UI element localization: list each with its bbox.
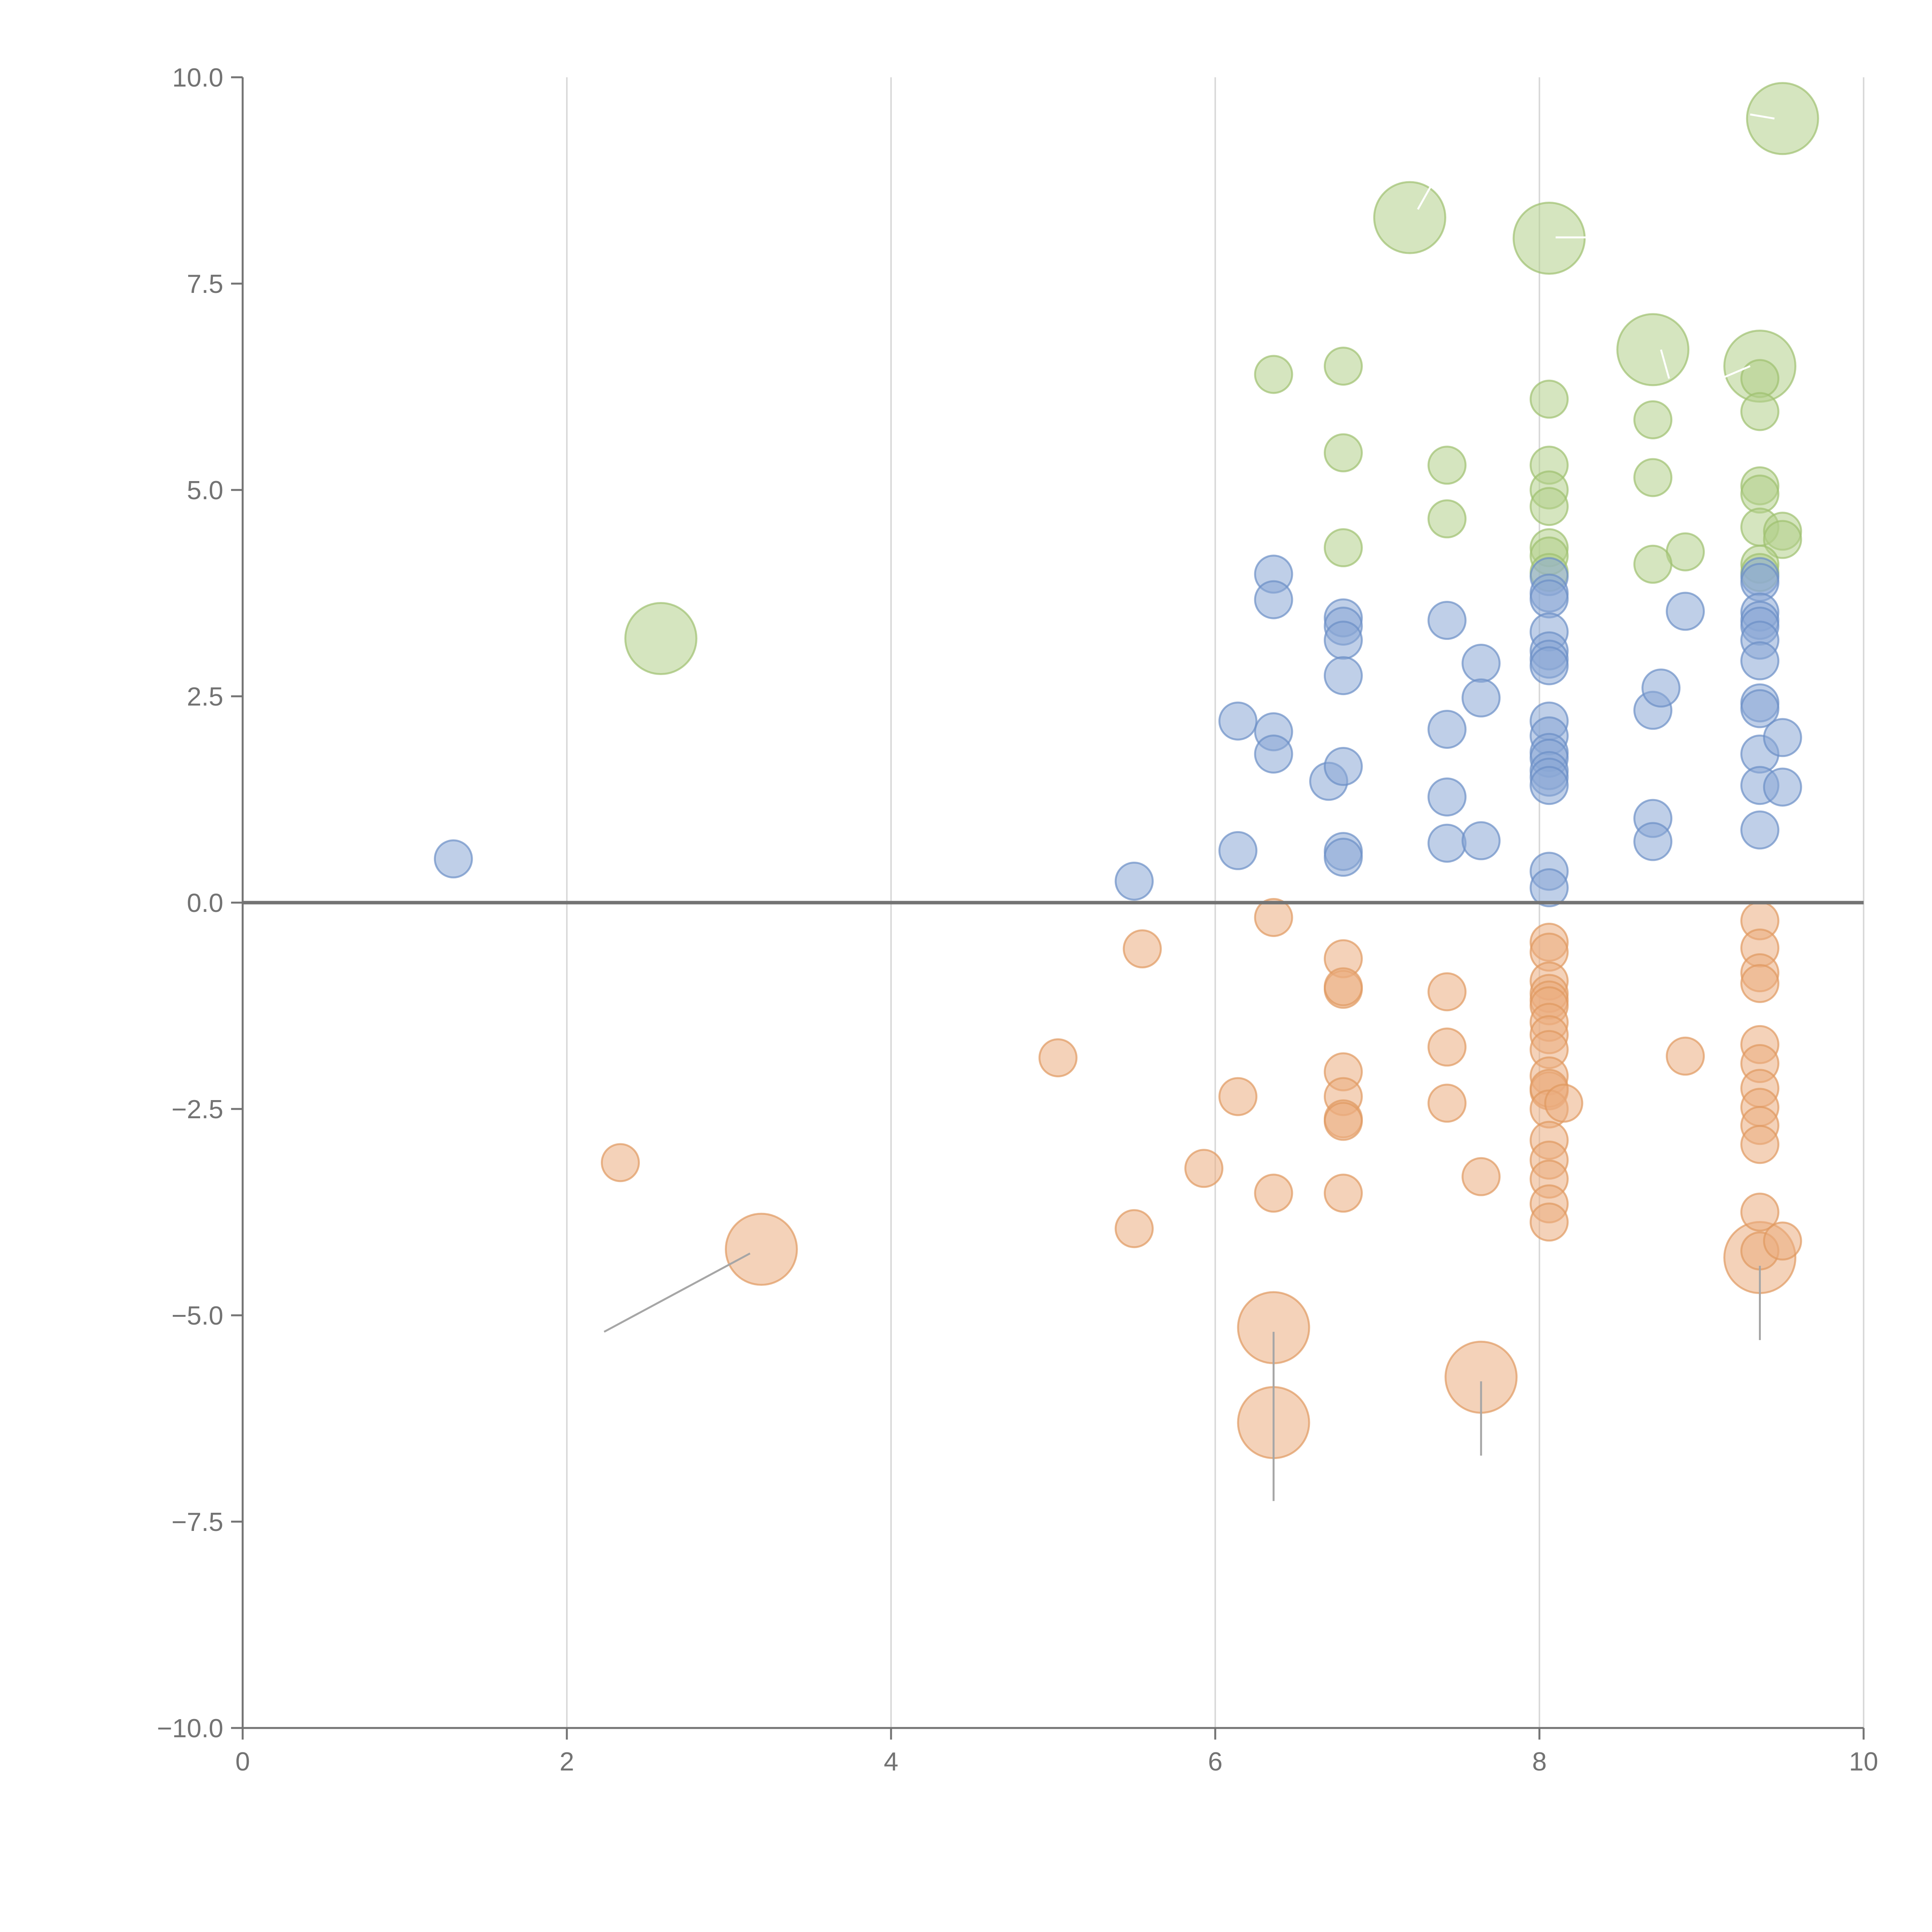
data-point[interactable] xyxy=(1218,831,1258,870)
y-tick-label: −5.0 xyxy=(172,1301,223,1330)
data-point[interactable] xyxy=(1254,898,1293,937)
data-point[interactable] xyxy=(1323,747,1363,786)
x-tick-label: 0 xyxy=(235,1747,250,1776)
y-tick-label: 2.5 xyxy=(187,682,223,711)
data-point[interactable] xyxy=(1461,644,1501,683)
data-point[interactable] xyxy=(1122,929,1162,969)
data-point[interactable] xyxy=(600,1143,640,1182)
data-point[interactable] xyxy=(1740,1192,1780,1232)
data-point[interactable] xyxy=(1763,718,1802,757)
x-tick-label: 6 xyxy=(1208,1747,1223,1776)
data-point[interactable] xyxy=(1218,1077,1258,1116)
data-point[interactable] xyxy=(1763,767,1802,807)
annotation-leader-line xyxy=(1720,365,1751,379)
data-point[interactable] xyxy=(1641,668,1681,708)
data-point[interactable] xyxy=(1254,580,1293,619)
data-points xyxy=(434,82,1819,1459)
data-point[interactable] xyxy=(1427,1083,1467,1123)
data-point[interactable] xyxy=(1740,392,1780,431)
data-point[interactable] xyxy=(624,602,697,675)
y-tick-label: −7.5 xyxy=(172,1507,223,1537)
data-point[interactable] xyxy=(1323,347,1363,386)
data-point[interactable] xyxy=(1427,823,1467,863)
data-point[interactable] xyxy=(1740,964,1780,1003)
y-tick-label: −2.5 xyxy=(172,1095,223,1124)
data-point[interactable] xyxy=(1427,446,1467,485)
data-point[interactable] xyxy=(1373,181,1446,254)
y-axis: 10.0 7.5 5.0 2.5 0.0 −2.5 −5.0 −7.5 −10.0 xyxy=(157,63,243,1743)
annotation-leaders xyxy=(604,113,1775,1501)
data-point[interactable] xyxy=(1323,1173,1363,1213)
data-point[interactable] xyxy=(1184,1149,1224,1188)
annotation-leader-line xyxy=(1417,180,1435,210)
data-point[interactable] xyxy=(1529,868,1569,908)
data-point[interactable] xyxy=(1763,1221,1802,1261)
data-point[interactable] xyxy=(1740,1125,1780,1164)
data-point[interactable] xyxy=(1746,82,1819,155)
x-tick-label: 8 xyxy=(1532,1747,1547,1776)
data-point[interactable] xyxy=(1323,1102,1363,1141)
x-tick-label: 2 xyxy=(560,1747,574,1776)
data-point[interactable] xyxy=(1218,701,1258,741)
data-point[interactable] xyxy=(1254,1173,1293,1213)
data-point[interactable] xyxy=(1323,433,1363,473)
data-point[interactable] xyxy=(1666,1036,1705,1076)
data-point[interactable] xyxy=(1323,967,1363,1007)
data-point[interactable] xyxy=(1529,487,1569,526)
data-point[interactable] xyxy=(1427,1027,1467,1067)
data-point[interactable] xyxy=(1114,1209,1154,1248)
data-point[interactable] xyxy=(1740,474,1780,514)
data-point[interactable] xyxy=(1529,379,1569,419)
data-point[interactable] xyxy=(1323,621,1363,660)
data-point[interactable] xyxy=(1461,821,1501,861)
series-positive-high xyxy=(624,82,1819,675)
y-tick-label: −10.0 xyxy=(157,1714,223,1743)
data-point[interactable] xyxy=(1740,689,1780,728)
data-point[interactable] xyxy=(1763,520,1802,559)
data-point[interactable] xyxy=(1427,777,1467,817)
data-point[interactable] xyxy=(1529,646,1569,685)
data-point[interactable] xyxy=(724,1213,798,1286)
data-point[interactable] xyxy=(1461,678,1501,718)
data-point[interactable] xyxy=(1633,822,1673,861)
data-point[interactable] xyxy=(1529,766,1569,805)
data-point[interactable] xyxy=(1427,499,1467,539)
data-point[interactable] xyxy=(1323,838,1363,877)
data-point[interactable] xyxy=(1114,861,1154,901)
data-point[interactable] xyxy=(1461,1157,1501,1196)
y-tick-label: 5.0 xyxy=(187,476,223,505)
data-point[interactable] xyxy=(1740,641,1780,680)
data-point[interactable] xyxy=(1633,400,1673,439)
data-point[interactable] xyxy=(1427,972,1467,1012)
data-point[interactable] xyxy=(1529,1202,1569,1242)
y-tick-label: 0.0 xyxy=(187,888,223,918)
data-point[interactable] xyxy=(1323,528,1363,568)
data-point[interactable] xyxy=(434,839,473,879)
data-point[interactable] xyxy=(1666,592,1705,631)
data-point[interactable] xyxy=(1254,735,1293,774)
series-positive-low xyxy=(434,554,1802,908)
data-point[interactable] xyxy=(1740,359,1780,398)
x-axis: 0 2 4 6 8 10 xyxy=(235,1728,1878,1776)
annotation-leader-line xyxy=(604,1252,751,1333)
annotation-leader-line xyxy=(1750,113,1775,120)
data-point[interactable] xyxy=(1323,656,1363,696)
data-point[interactable] xyxy=(1254,355,1293,394)
series-negative xyxy=(600,898,1802,1459)
x-tick-label: 10 xyxy=(1849,1747,1878,1776)
annotation-leader-line xyxy=(1660,349,1670,379)
y-tick-label: 7.5 xyxy=(187,269,223,299)
data-point[interactable] xyxy=(1616,313,1690,386)
y-tick-label: 10.0 xyxy=(172,63,223,92)
data-point[interactable] xyxy=(1740,810,1780,850)
data-point[interactable] xyxy=(1633,458,1673,497)
x-tick-label: 4 xyxy=(884,1747,898,1776)
data-point[interactable] xyxy=(1633,544,1673,584)
data-point[interactable] xyxy=(1427,709,1467,749)
data-point[interactable] xyxy=(1529,579,1569,619)
data-point[interactable] xyxy=(1427,600,1467,640)
data-point[interactable] xyxy=(1038,1038,1078,1078)
data-point[interactable] xyxy=(1544,1083,1583,1123)
